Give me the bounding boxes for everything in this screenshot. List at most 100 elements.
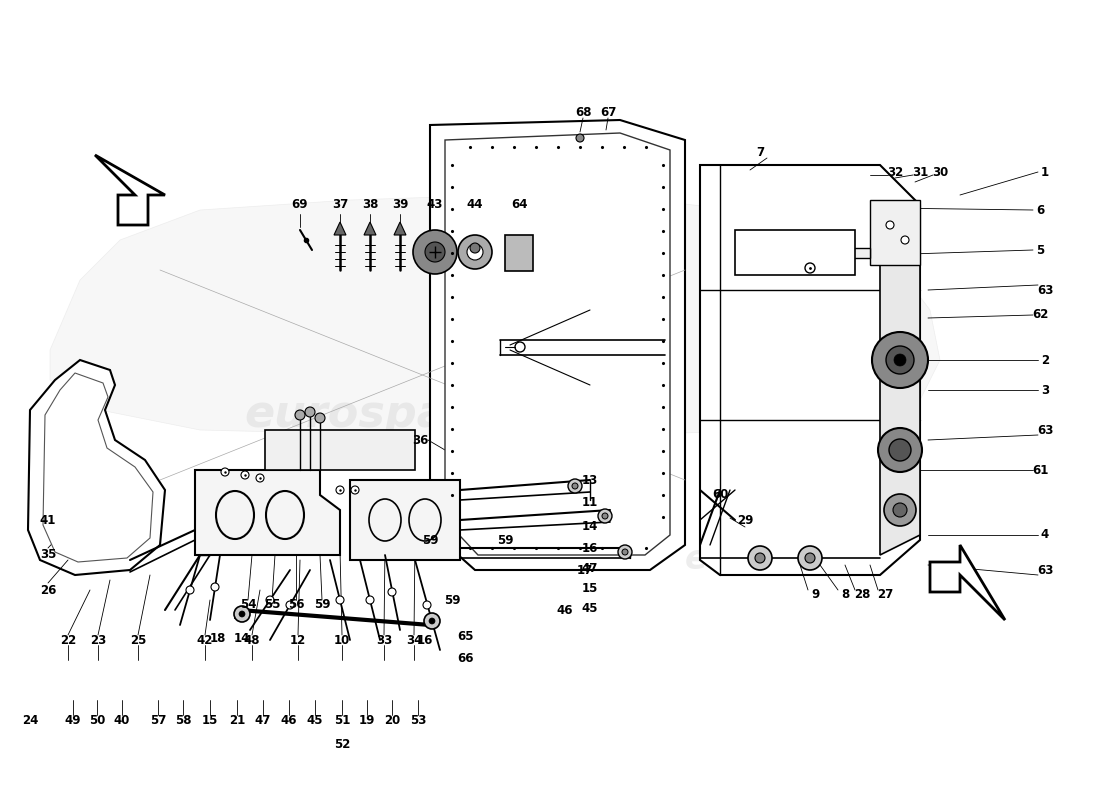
Circle shape [515,342,525,352]
Circle shape [315,413,324,423]
Polygon shape [95,155,165,225]
Text: 39: 39 [392,198,408,211]
Circle shape [412,230,456,274]
Text: 11: 11 [582,495,598,509]
Circle shape [872,332,928,388]
Circle shape [305,407,315,417]
Polygon shape [446,133,670,555]
Text: 20: 20 [384,714,400,726]
Text: 30: 30 [932,166,948,178]
Text: 16: 16 [417,634,433,646]
Text: 9: 9 [811,589,819,602]
Polygon shape [430,120,685,570]
Text: 6: 6 [1036,203,1044,217]
Circle shape [211,583,219,591]
Text: 37: 37 [332,198,348,211]
Circle shape [568,479,582,493]
Polygon shape [880,245,920,555]
Text: 40: 40 [113,714,130,726]
Text: 45: 45 [307,714,323,726]
Text: 4: 4 [1041,529,1049,542]
Circle shape [336,486,344,494]
Text: 1: 1 [1041,166,1049,178]
Text: 33: 33 [376,634,392,646]
Text: 59: 59 [421,534,438,546]
Text: 51: 51 [333,714,350,726]
Text: 28: 28 [854,589,870,602]
Circle shape [598,509,612,523]
Text: 15: 15 [201,714,218,726]
Text: 32: 32 [887,166,903,178]
Text: 47: 47 [255,714,272,726]
Circle shape [893,503,907,517]
Circle shape [470,243,480,253]
Polygon shape [930,545,1005,620]
Text: 16: 16 [582,542,598,554]
Text: 62: 62 [1032,309,1048,322]
Text: 43: 43 [427,198,443,211]
Text: 8: 8 [840,589,849,602]
Circle shape [241,471,249,479]
Circle shape [618,545,632,559]
Text: 44: 44 [466,198,483,211]
Text: 12: 12 [290,634,306,646]
Text: 41: 41 [40,514,56,526]
Circle shape [351,486,359,494]
Circle shape [878,428,922,472]
Circle shape [884,494,916,526]
Polygon shape [265,430,415,470]
Text: 29: 29 [737,514,754,526]
Text: 59: 59 [443,594,460,606]
Text: 49: 49 [65,714,81,726]
Text: 10: 10 [334,634,350,646]
Text: 63: 63 [1037,423,1053,437]
Text: 35: 35 [40,549,56,562]
Text: 15: 15 [582,582,598,594]
Text: 59: 59 [314,598,330,611]
Circle shape [805,263,815,273]
Circle shape [886,346,914,374]
Text: 63: 63 [1037,563,1053,577]
Circle shape [901,236,909,244]
Text: 59: 59 [497,534,514,546]
Text: 3: 3 [1041,383,1049,397]
Text: 52: 52 [333,738,350,751]
Text: 54: 54 [240,598,256,611]
Text: 23: 23 [90,634,106,646]
Circle shape [894,354,906,366]
Polygon shape [364,222,376,235]
Polygon shape [43,373,153,562]
Text: 48: 48 [244,634,261,646]
Circle shape [424,613,440,629]
Text: 22: 22 [59,634,76,646]
Circle shape [429,618,434,624]
Text: 55: 55 [264,598,280,611]
Circle shape [425,242,446,262]
Circle shape [186,586,194,594]
Text: 47: 47 [582,562,598,574]
Polygon shape [845,248,870,258]
Text: 58: 58 [175,714,191,726]
Polygon shape [50,195,940,435]
Polygon shape [394,222,406,235]
Circle shape [576,134,584,142]
Text: 46: 46 [557,603,573,617]
Bar [505,235,534,271]
Text: 69: 69 [292,198,308,211]
Circle shape [468,244,483,260]
Text: 36: 36 [411,434,428,446]
Circle shape [256,474,264,482]
Text: 24: 24 [22,714,38,726]
Text: 34: 34 [406,634,422,646]
Text: 7: 7 [756,146,764,158]
Text: 57: 57 [150,714,166,726]
Text: 27: 27 [877,589,893,602]
Circle shape [266,596,274,604]
Polygon shape [700,165,920,575]
Bar [735,230,855,275]
Text: 64: 64 [512,198,528,211]
Text: 25: 25 [130,634,146,646]
Circle shape [295,410,305,420]
Text: 63: 63 [1037,283,1053,297]
Circle shape [458,235,492,269]
